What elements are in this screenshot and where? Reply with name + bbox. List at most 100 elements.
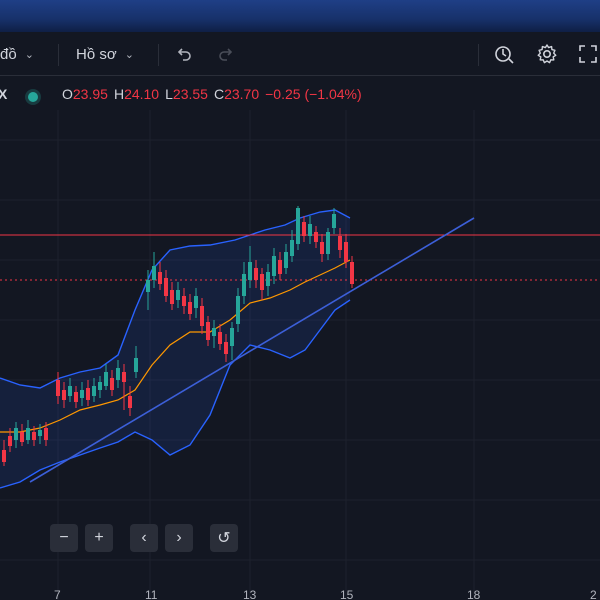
candle-body [122, 372, 126, 382]
candle [122, 364, 126, 410]
candle [272, 248, 276, 284]
profile-menu[interactable]: Hồ sơ ⌄ [76, 32, 134, 76]
fullscreen-button[interactable] [574, 40, 600, 68]
candle-body [206, 322, 210, 340]
candle [188, 294, 192, 320]
candle-body [212, 328, 216, 336]
chart-grid [0, 110, 600, 600]
high-key: H [113, 86, 125, 102]
candle-body [236, 296, 240, 324]
candle-body [230, 328, 234, 346]
candle-body [38, 430, 42, 436]
reset-chart-button[interactable]: ↺ [210, 524, 238, 552]
trend-line[interactable] [29, 217, 475, 483]
candle [290, 230, 294, 262]
profile-label: Hồ sơ [76, 45, 117, 63]
candle-body [194, 296, 198, 308]
candle [266, 264, 270, 296]
zoom-out-button[interactable]: − [50, 524, 78, 552]
candle-body [350, 262, 354, 284]
redo-button[interactable] [212, 40, 240, 68]
candle-body [338, 236, 342, 250]
fullscreen-icon [579, 45, 597, 63]
candle [332, 208, 336, 234]
candle [296, 206, 300, 250]
candle [26, 420, 30, 444]
close-value: 23.70 [224, 86, 260, 102]
bollinger-band-fill [0, 210, 350, 488]
candle [56, 372, 60, 404]
candle [308, 216, 312, 244]
candle [164, 270, 168, 302]
bollinger-lower-line [0, 299, 351, 489]
candle [68, 378, 72, 402]
candle-body [344, 242, 348, 262]
candle [344, 234, 348, 268]
candle-body [188, 302, 192, 314]
redo-icon [219, 48, 233, 61]
gear-icon [537, 44, 557, 64]
x-axis-label: 2 [590, 588, 597, 600]
high-value: 24.10 [124, 86, 160, 102]
candle [128, 386, 132, 416]
reset-chart-label: ↺ [217, 530, 231, 547]
candle [248, 246, 252, 288]
candle-body [200, 306, 204, 326]
candle-body [218, 332, 222, 344]
candle [254, 260, 258, 288]
candle-body [2, 450, 6, 462]
toolbar-divider [478, 44, 479, 66]
chart-type-menu[interactable]: đồ ⌄ [0, 32, 34, 76]
candle-body [266, 272, 270, 286]
ohlc-values: O 23.95 H 24.10 L 23.55 C 23.70 −0.25 (−… [62, 86, 362, 102]
low-value: 23.55 [172, 86, 208, 102]
scroll-left-button[interactable]: ‹ [130, 524, 158, 552]
candle [98, 376, 102, 398]
candle-body [104, 372, 108, 386]
candle-body [272, 256, 276, 276]
candle [152, 252, 156, 288]
toolbar-divider [58, 44, 59, 66]
candle [194, 288, 198, 318]
alert-button[interactable] [490, 40, 518, 68]
candle [80, 382, 84, 406]
candle [86, 380, 90, 406]
candle [32, 426, 36, 446]
candle-body [182, 296, 186, 306]
candle [260, 268, 264, 300]
scroll-left-label: ‹ [141, 529, 147, 546]
settings-button[interactable] [533, 40, 561, 68]
candle-body [314, 232, 318, 242]
candle-body [62, 390, 66, 400]
symbol-label: X [0, 86, 8, 102]
scroll-right-button[interactable]: › [165, 524, 193, 552]
price-chart[interactable] [0, 110, 600, 600]
candle-body [224, 342, 228, 354]
chart-type-label: đồ [0, 45, 17, 63]
candle-body [44, 428, 48, 440]
candle [62, 382, 66, 408]
candle [14, 422, 18, 448]
open-value: 23.95 [72, 86, 108, 102]
candle [44, 422, 48, 446]
candle [182, 288, 186, 314]
zoom-in-button[interactable]: + [85, 524, 113, 552]
candle [158, 262, 162, 290]
candle-body [254, 268, 258, 280]
candle-body [176, 290, 180, 300]
undo-button[interactable] [170, 40, 198, 68]
toolbar-divider [158, 44, 159, 66]
scroll-right-label: › [176, 529, 182, 546]
candle-body [110, 378, 114, 390]
candle-body [92, 386, 96, 396]
candle [236, 288, 240, 332]
candle-body [86, 388, 90, 400]
candle [350, 256, 354, 288]
candle [200, 298, 204, 334]
candle [110, 370, 114, 396]
low-key: L [165, 86, 173, 102]
candlestick-series [2, 206, 354, 466]
bollinger-basis-line [0, 259, 351, 433]
candle-body [134, 358, 138, 372]
candle [338, 228, 342, 258]
